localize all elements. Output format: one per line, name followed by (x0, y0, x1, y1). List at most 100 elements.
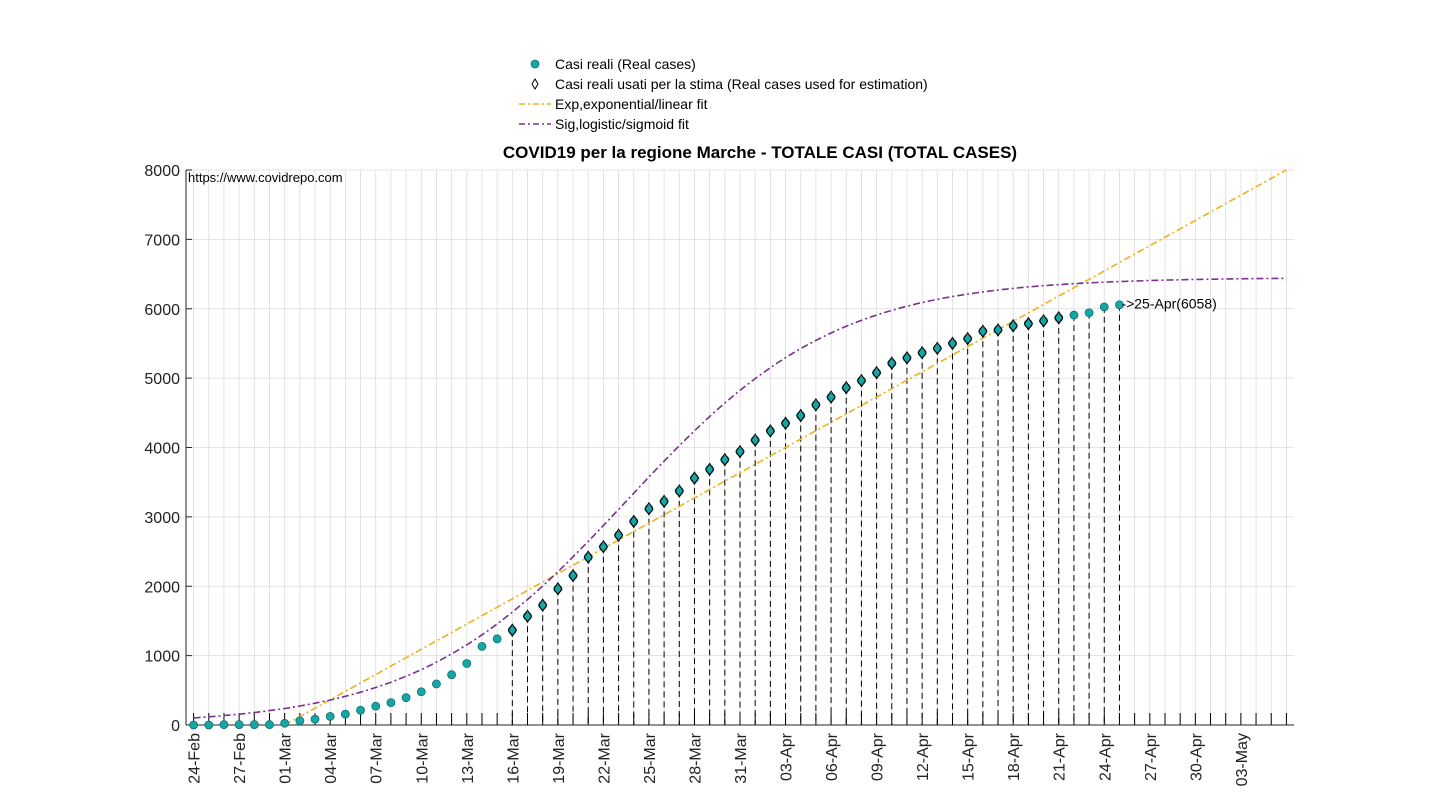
data-point (553, 584, 563, 594)
estimation-marker (796, 408, 806, 423)
data-point (204, 720, 214, 730)
estimation-marker (1054, 310, 1064, 325)
data-point (356, 705, 365, 715)
x-tick-label: 24-Feb (187, 733, 204, 784)
estimation-marker (811, 398, 821, 412)
data-point (310, 714, 320, 724)
x-tick-label: 03-Apr (779, 732, 796, 781)
data-point (796, 411, 806, 420)
data-point (477, 641, 487, 651)
estimation-marker (553, 581, 563, 596)
data-point (295, 716, 305, 726)
data-point (826, 392, 836, 402)
dot-marker-icon (530, 59, 540, 69)
data-point (932, 343, 942, 353)
estimation-marker (887, 356, 897, 371)
estimation-marker (841, 380, 851, 395)
data-point (887, 358, 897, 368)
y-tick-label: 8000 (144, 163, 180, 180)
data-point (765, 426, 775, 436)
estimation-marker (856, 373, 867, 388)
data-point (948, 339, 957, 348)
data-point (872, 368, 882, 378)
data-point (340, 709, 350, 719)
legend-item-real-cases: Casi reali (Real cases) (515, 54, 928, 74)
data-point (219, 720, 229, 729)
estimation-marker (1038, 313, 1049, 328)
x-tick-label: 07-Mar (369, 732, 386, 783)
y-tick-label: 1000 (144, 649, 180, 666)
dashdot-line-icon (519, 103, 551, 105)
estimation-marker (750, 433, 760, 448)
data-point (189, 720, 198, 730)
data-point (857, 376, 866, 386)
data-point (538, 600, 548, 610)
data-point (568, 571, 578, 581)
data-point (447, 670, 457, 680)
data-point (598, 542, 608, 552)
data-point (492, 634, 502, 644)
estimation-marker (963, 331, 973, 346)
estimation-marker (765, 424, 775, 438)
estimation-marker (522, 609, 533, 624)
estimation-marker (598, 539, 608, 554)
estimation-marker (993, 323, 1003, 337)
data-point (750, 435, 760, 445)
estimation-marker (826, 390, 836, 405)
estimation-marker (947, 336, 958, 351)
legend-label: Exp,exponential/linear fit (555, 96, 708, 112)
data-point (735, 447, 745, 456)
estimation-marker (872, 365, 882, 380)
x-tick-label: 27-Apr (1143, 732, 1160, 781)
data-point (1099, 302, 1109, 312)
x-tick-label: 01-Mar (278, 732, 295, 783)
x-tick-label: 31-Mar (733, 732, 750, 783)
y-tick-label: 0 (171, 718, 180, 735)
data-point (583, 552, 593, 562)
y-tick-label: 6000 (144, 302, 180, 319)
data-point (1069, 310, 1079, 320)
y-tick-label: 3000 (144, 510, 180, 527)
data-point (249, 720, 259, 729)
x-tick-label: 18-Apr (1006, 732, 1023, 781)
sigmoid-fit-line (193, 277, 1287, 719)
data-point (234, 720, 244, 729)
estimation-marker (689, 471, 700, 486)
data-point (386, 698, 396, 707)
data-point (644, 504, 654, 514)
estimation-marker (902, 351, 912, 365)
estimation-marker (705, 462, 715, 477)
x-tick-label: 28-Mar (687, 732, 704, 783)
legend-label: Sig,logistic/sigmoid fit (555, 116, 689, 132)
data-point (781, 418, 790, 428)
estimation-series (507, 310, 1064, 638)
x-tick-label: 06-Apr (824, 732, 841, 781)
estimation-marker (932, 341, 942, 356)
estimation-marker (1023, 316, 1033, 331)
estimation-marker (978, 324, 988, 339)
data-point (462, 659, 472, 668)
data-point (1054, 313, 1064, 323)
x-tick-label: 30-Apr (1188, 732, 1205, 781)
estimation-marker (538, 598, 548, 613)
x-tick-label: 16-Mar (505, 732, 522, 783)
x-tick-label: 25-Mar (642, 732, 659, 783)
y-tick-label: 7000 (144, 232, 180, 249)
data-point (1023, 319, 1033, 329)
y-tick-label: 4000 (144, 441, 180, 458)
data-point (917, 348, 927, 358)
data-point (659, 497, 669, 506)
data-point (629, 517, 639, 526)
y-tick-label: 2000 (144, 579, 180, 596)
legend-item-estimation-cases: Casi reali usati per la stima (Real case… (515, 74, 928, 94)
x-tick-label: 10-Mar (414, 732, 431, 783)
data-point (1039, 316, 1048, 326)
estimation-marker (735, 444, 745, 459)
estimation-marker (720, 452, 730, 467)
x-tick-label: 13-Mar (460, 732, 477, 783)
legend-item-exp-fit: Exp,exponential/linear fit (515, 94, 928, 114)
data-point (720, 455, 730, 465)
dashdot-line-icon (519, 123, 551, 125)
x-tick-label: 12-Apr (915, 732, 932, 781)
